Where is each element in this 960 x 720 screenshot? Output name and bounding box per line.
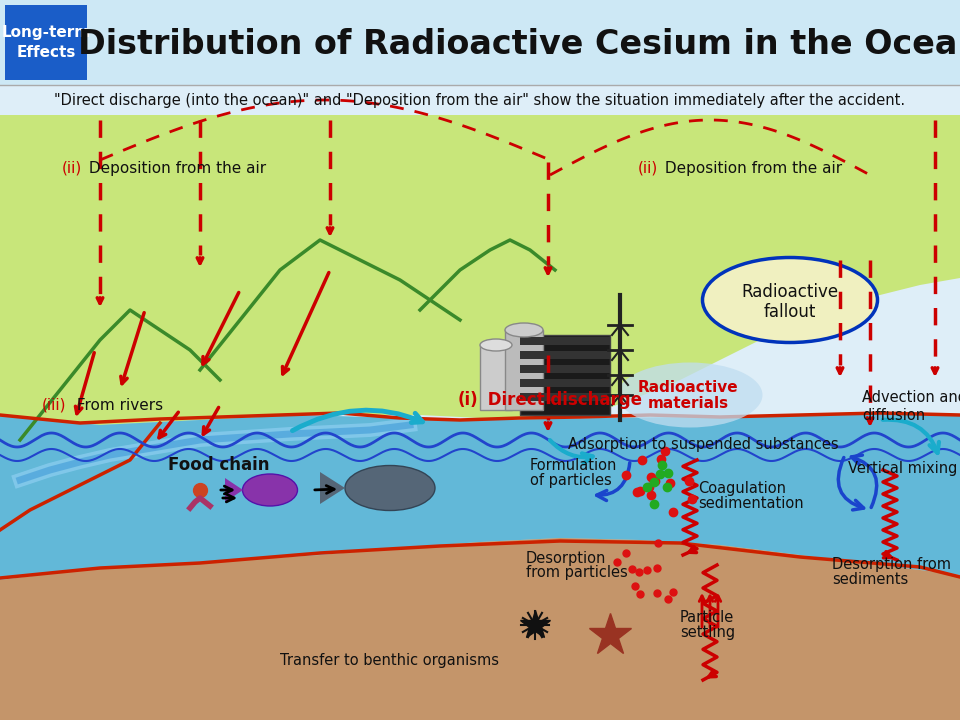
Bar — [520, 337, 610, 345]
Bar — [505, 330, 543, 410]
Polygon shape — [0, 115, 960, 530]
Bar — [0, 0, 960, 85]
Text: sedimentation: sedimentation — [698, 495, 804, 510]
Text: fallout: fallout — [764, 303, 816, 321]
Polygon shape — [0, 538, 960, 720]
Text: sediments: sediments — [832, 572, 908, 588]
Text: Direct discharge: Direct discharge — [482, 391, 642, 409]
Text: "Direct discharge (into the ocean)" and "Deposition from the air" show the situa: "Direct discharge (into the ocean)" and … — [55, 92, 905, 107]
Text: Particle: Particle — [680, 611, 734, 626]
Bar — [0, 85, 960, 720]
Polygon shape — [0, 413, 960, 580]
Polygon shape — [225, 478, 243, 502]
Text: Long-term
Effects: Long-term Effects — [1, 25, 90, 60]
Bar — [520, 365, 610, 373]
Text: (ii): (ii) — [638, 161, 659, 176]
Ellipse shape — [480, 339, 512, 351]
Text: Adsorption to suspended substances: Adsorption to suspended substances — [568, 438, 839, 452]
Bar — [520, 379, 610, 387]
Text: diffusion: diffusion — [862, 408, 925, 423]
Text: Transfer to benthic organisms: Transfer to benthic organisms — [280, 652, 499, 667]
Text: materials: materials — [647, 397, 729, 412]
Polygon shape — [0, 413, 960, 720]
Ellipse shape — [345, 466, 435, 510]
Polygon shape — [320, 472, 345, 504]
Bar — [520, 335, 610, 415]
Text: Deposition from the air: Deposition from the air — [84, 161, 266, 176]
Text: (ii): (ii) — [62, 161, 83, 176]
Bar — [5, 5, 87, 80]
Text: Formulation: Formulation — [530, 457, 617, 472]
Text: From rivers: From rivers — [72, 397, 163, 413]
Text: Radioactive: Radioactive — [637, 380, 738, 395]
Bar — [480, 345, 512, 410]
Text: Vertical mixing: Vertical mixing — [848, 461, 957, 475]
Text: Deposition from the air: Deposition from the air — [660, 161, 842, 176]
Text: (i): (i) — [458, 391, 479, 409]
Text: Advection and: Advection and — [862, 390, 960, 405]
Text: of particles: of particles — [530, 472, 612, 487]
Text: settling: settling — [680, 626, 735, 641]
Text: Food chain: Food chain — [168, 456, 270, 474]
Bar — [520, 351, 610, 359]
Text: Distribution of Radioactive Cesium in the Ocean: Distribution of Radioactive Cesium in th… — [79, 29, 960, 61]
Ellipse shape — [703, 258, 877, 343]
Bar — [520, 393, 610, 401]
Ellipse shape — [243, 474, 298, 506]
Text: Radioactive: Radioactive — [741, 283, 839, 301]
Text: Coagulation: Coagulation — [698, 480, 786, 495]
Text: from particles: from particles — [526, 565, 628, 580]
Ellipse shape — [617, 362, 762, 428]
Ellipse shape — [505, 323, 543, 337]
Text: Desorption from: Desorption from — [832, 557, 951, 572]
Text: (iii): (iii) — [42, 397, 66, 413]
Text: Desorption: Desorption — [526, 551, 607, 565]
